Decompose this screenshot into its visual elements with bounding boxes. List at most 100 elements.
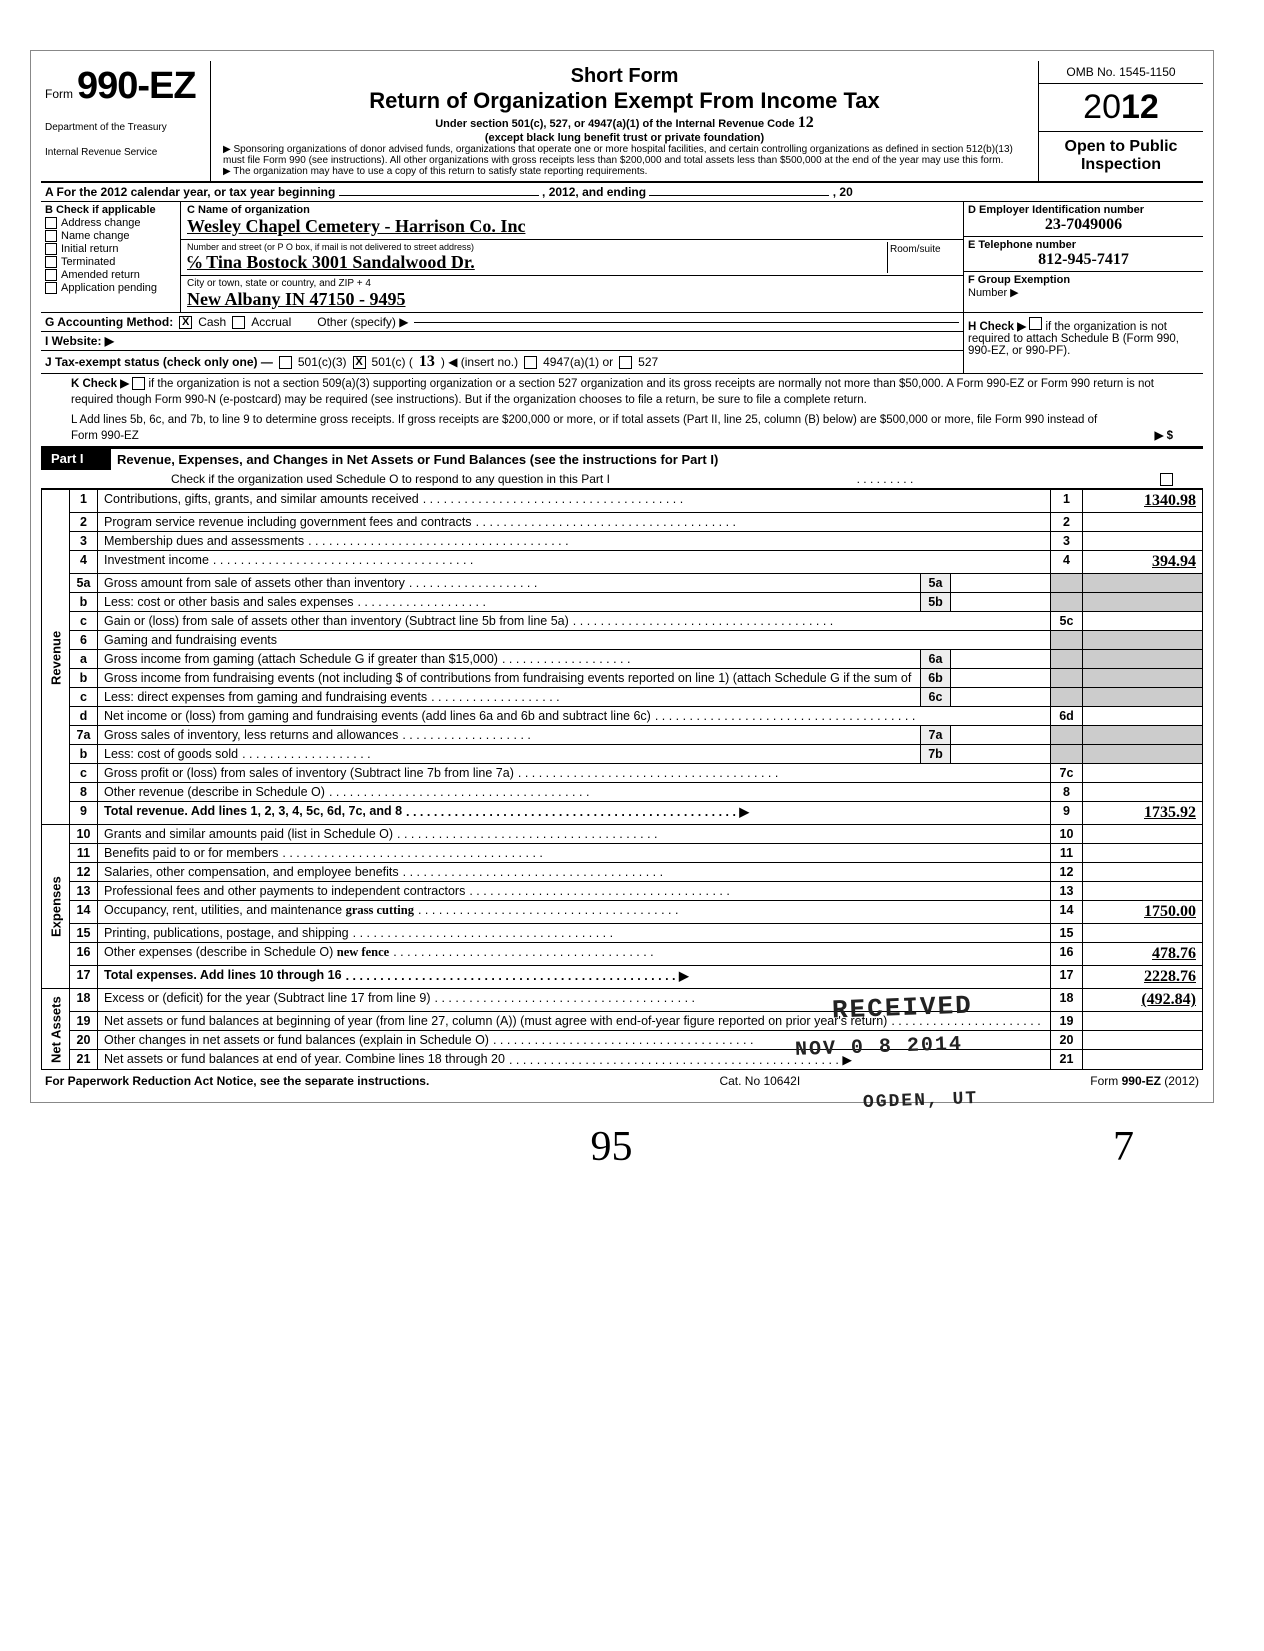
- line-box-shade: [1051, 726, 1083, 745]
- line-amt: 1750.00: [1083, 901, 1203, 924]
- k-checkbox[interactable]: [132, 377, 145, 390]
- line-row: 2Program service revenue including gover…: [42, 513, 1203, 532]
- b-checkbox[interactable]: [45, 256, 57, 268]
- line-amt-shade: [1083, 726, 1203, 745]
- b-checkbox[interactable]: [45, 230, 57, 242]
- return-title: Return of Organization Exempt From Incom…: [219, 88, 1030, 114]
- line-num: 9: [70, 802, 98, 825]
- line-row: 8Other revenue (describe in Schedule O).…: [42, 783, 1203, 802]
- 527-checkbox[interactable]: [619, 356, 632, 369]
- line-desc: Gross amount from sale of assets other t…: [98, 574, 921, 593]
- b-checkbox[interactable]: [45, 269, 57, 281]
- line-box-num: 14: [1051, 901, 1083, 924]
- line-row: 5aGross amount from sale of assets other…: [42, 574, 1203, 593]
- line-desc: Less: cost or other basis and sales expe…: [98, 593, 921, 612]
- line-amt-shade: [1083, 650, 1203, 669]
- b-item-label: Terminated: [61, 256, 115, 268]
- b-checkbox[interactable]: [45, 217, 57, 229]
- line-row: cLess: direct expenses from gaming and f…: [42, 688, 1203, 707]
- line-num: 12: [70, 863, 98, 882]
- line-num: 6: [70, 631, 98, 650]
- line-amt-shade: [1083, 593, 1203, 612]
- sub-line-amt: [951, 650, 1051, 669]
- line-box-num: 19: [1051, 1012, 1083, 1031]
- line-desc: Salaries, other compensation, and employ…: [98, 863, 1051, 882]
- line-num: 19: [70, 1012, 98, 1031]
- line-desc: Benefits paid to or for members. . . . .…: [98, 844, 1051, 863]
- line-row: 19Net assets or fund balances at beginni…: [42, 1012, 1203, 1031]
- b-title: B Check if applicable: [45, 204, 176, 216]
- omb-number: OMB No. 1545-1150: [1039, 61, 1203, 84]
- sub-line-num: 7b: [921, 745, 951, 764]
- line-amt: [1083, 882, 1203, 901]
- line-desc: Investment income. . . . . . . . . . . .…: [98, 551, 1051, 574]
- line-desc: Less: direct expenses from gaming and fu…: [98, 688, 921, 707]
- line-desc: Gross profit or (loss) from sales of inv…: [98, 764, 1051, 783]
- line-row: 13Professional fees and other payments t…: [42, 882, 1203, 901]
- line-num: b: [70, 745, 98, 764]
- b-checkbox[interactable]: [45, 243, 57, 255]
- row-g: G Accounting Method: X Cash Accrual Othe…: [41, 313, 963, 331]
- line-box-shade: [1051, 745, 1083, 764]
- cash-checkbox[interactable]: X: [179, 316, 192, 329]
- row-l: L Add lines 5b, 6c, and 7b, to line 9 to…: [41, 410, 1203, 448]
- line-desc: Printing, publications, postage, and shi…: [98, 924, 1051, 943]
- accrual-checkbox[interactable]: [232, 316, 245, 329]
- expenses-label: Expenses: [42, 825, 70, 989]
- 501c3-checkbox[interactable]: [279, 356, 292, 369]
- line-row: 11Benefits paid to or for members. . . .…: [42, 844, 1203, 863]
- line-box-num: 7c: [1051, 764, 1083, 783]
- b-item-label: Amended return: [61, 269, 140, 281]
- 501c-number: 13: [419, 353, 435, 371]
- line-box-num: 2: [1051, 513, 1083, 532]
- 4947-checkbox[interactable]: [524, 356, 537, 369]
- section-bcd: B Check if applicable Address changeName…: [41, 202, 1203, 313]
- row-h: H Check ▶ if the organization is not req…: [963, 313, 1203, 373]
- tax-year: 2012: [1039, 84, 1203, 132]
- line-box-num: 3: [1051, 532, 1083, 551]
- irs-label: Internal Revenue Service: [45, 147, 206, 158]
- line-box-num: 6d: [1051, 707, 1083, 726]
- line-num: 16: [70, 943, 98, 966]
- b-item-label: Name change: [61, 230, 130, 242]
- line-amt: [1083, 783, 1203, 802]
- line-amt: 1340.98: [1083, 490, 1203, 513]
- form-page: Form 990-EZ Department of the Treasury I…: [30, 50, 1214, 1103]
- line-num: 11: [70, 844, 98, 863]
- line-row: 9Total revenue. Add lines 1, 2, 3, 4, 5c…: [42, 802, 1203, 825]
- footer: For Paperwork Reduction Act Notice, see …: [41, 1070, 1203, 1092]
- line-desc: Total revenue. Add lines 1, 2, 3, 4, 5c,…: [98, 802, 1051, 825]
- sub-line-num: 6c: [921, 688, 951, 707]
- line-row: 17Total expenses. Add lines 10 through 1…: [42, 966, 1203, 989]
- line-amt: [1083, 844, 1203, 863]
- line-num: d: [70, 707, 98, 726]
- line-desc: Less: cost of goods sold. . . . . . . . …: [98, 745, 921, 764]
- sub-line-num: 7a: [921, 726, 951, 745]
- schedb-checkbox[interactable]: [1029, 317, 1042, 330]
- line-amt: [1083, 612, 1203, 631]
- sched-o-checkbox[interactable]: [1160, 473, 1173, 486]
- line-box-num: 17: [1051, 966, 1083, 989]
- b-item-label: Application pending: [61, 282, 157, 294]
- b-checkbox[interactable]: [45, 282, 57, 294]
- e-label: E Telephone number: [968, 239, 1199, 251]
- line-num: 21: [70, 1050, 98, 1070]
- line-amt: (492.84): [1083, 989, 1203, 1012]
- line-desc: Other expenses (describe in Schedule O) …: [98, 943, 1051, 966]
- line-num: 8: [70, 783, 98, 802]
- line-amt: [1083, 1050, 1203, 1070]
- footer-right: Form 990-EZ (2012): [1090, 1074, 1199, 1088]
- line-box-num: 21: [1051, 1050, 1083, 1070]
- org-addr: ℅ Tina Bostock 3001 Sandalwood Dr.: [187, 252, 887, 273]
- sub-line-amt: [951, 593, 1051, 612]
- line-amt: [1083, 1031, 1203, 1050]
- hand-12: 12: [798, 114, 814, 131]
- line-box-num: 4: [1051, 551, 1083, 574]
- dept-treasury: Department of the Treasury: [45, 122, 206, 133]
- form-number: 990-EZ: [77, 65, 196, 108]
- line-desc: Gross income from gaming (attach Schedul…: [98, 650, 921, 669]
- 501c-checkbox[interactable]: X: [353, 356, 366, 369]
- b-item-label: Initial return: [61, 243, 118, 255]
- form-header: Form 990-EZ Department of the Treasury I…: [41, 61, 1203, 183]
- line-num: 20: [70, 1031, 98, 1050]
